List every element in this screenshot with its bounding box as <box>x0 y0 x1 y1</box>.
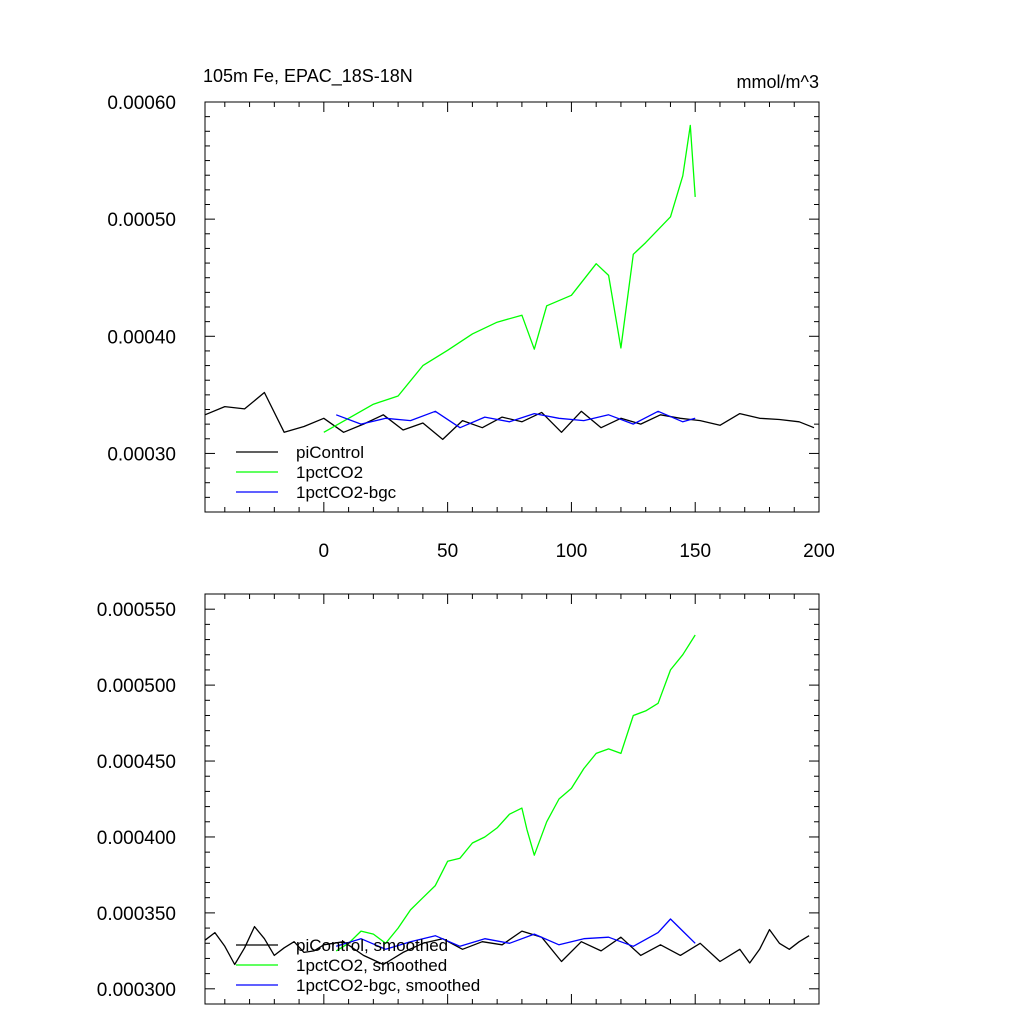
units-label: mmol/m^3 <box>737 72 819 92</box>
y-tick-label: 0.000300 <box>97 980 176 1001</box>
legend-label: 1pctCO2-bgc <box>296 483 397 502</box>
y-tick-label: 0.000500 <box>97 676 176 697</box>
x-tick-label: 150 <box>679 541 711 562</box>
series-lines <box>204 124 815 441</box>
x-tick-label: 100 <box>556 541 588 562</box>
series-line-picontrol-smoothed <box>204 925 810 966</box>
series-lines <box>204 634 810 966</box>
series-line-1pctco2-smoothed <box>335 634 696 952</box>
top-panel: 105m Fe, EPAC_18S-18N mmol/m^3 0.000300.… <box>107 66 835 562</box>
x-tick-labels: 0 50 100 150 200 <box>319 541 835 562</box>
series-line-1pctco2 <box>323 124 696 433</box>
x-tick-label: 50 <box>437 541 458 562</box>
bottom-panel: 0.000300 0.000350 0.000400 0.000450 0.000500… <box>97 593 820 1005</box>
y-tick-label: 0.00050 <box>107 210 176 231</box>
series-line-1pctco2-bgc-smoothed <box>336 918 696 950</box>
y-tick-label: 0.000400 <box>97 828 176 849</box>
tick-marks <box>205 593 820 1005</box>
legend-label: piControl, smoothed <box>296 936 448 955</box>
y-tick-label: 0.00060 <box>107 93 176 114</box>
x-tick-label: 200 <box>803 541 835 562</box>
y-tick-labels: 0.00030 0.00040 0.00050 0.00060 <box>107 93 176 465</box>
tick-marks <box>205 101 820 513</box>
y-tick-label: 0.000550 <box>97 600 176 621</box>
legend-label: 1pctCO2 <box>296 463 363 482</box>
y-tick-label: 0.00040 <box>107 327 176 348</box>
series-line-picontrol <box>204 391 815 441</box>
series-line-1pctco2-bgc <box>335 410 696 429</box>
legend-label: piControl <box>296 443 364 462</box>
legend-label: 1pctCO2, smoothed <box>296 956 447 975</box>
chart-title: 105m Fe, EPAC_18S-18N <box>203 66 413 87</box>
plot-frame <box>204 593 820 1005</box>
y-tick-label: 0.000350 <box>97 904 176 925</box>
x-tick-label: 0 <box>319 541 330 562</box>
y-tick-label: 0.00030 <box>107 444 176 465</box>
y-tick-labels: 0.000300 0.000350 0.000400 0.000450 0.000500… <box>97 600 176 1001</box>
legend-label: 1pctCO2-bgc, smoothed <box>296 976 480 995</box>
y-tick-label: 0.000450 <box>97 752 176 773</box>
